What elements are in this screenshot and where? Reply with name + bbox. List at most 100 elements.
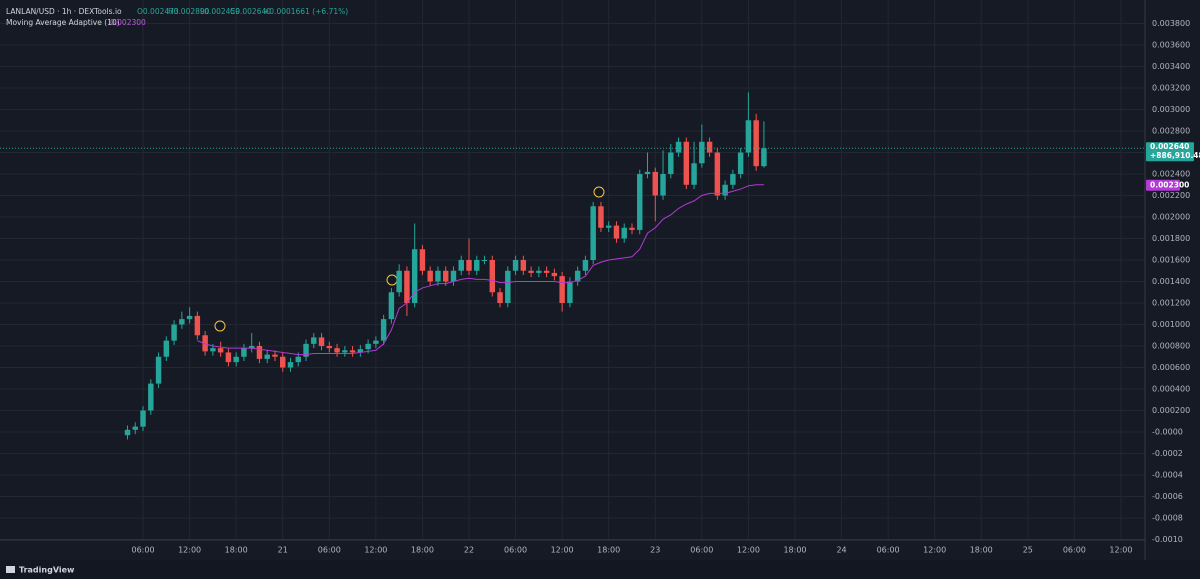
y-tick-label: -0.0010 — [1152, 535, 1183, 544]
candle-body — [660, 174, 666, 196]
candle-body — [567, 281, 573, 303]
x-tick-label: 12:00 — [923, 546, 946, 555]
indicator-value: 0.002300 — [110, 18, 146, 27]
candle-body — [466, 260, 472, 271]
x-tick-label: 06:00 — [132, 546, 155, 555]
candle-body — [280, 356, 286, 368]
candle-body — [722, 184, 728, 196]
x-tick-label: 12:00 — [551, 546, 574, 555]
y-tick-label: 0.002000 — [1152, 213, 1190, 222]
y-tick-label: -0.0000 — [1152, 427, 1183, 436]
x-tick-label: 12:00 — [178, 546, 201, 555]
candle-body — [411, 249, 418, 303]
candle-body — [761, 148, 767, 167]
y-tick-label: 0.000600 — [1152, 363, 1190, 372]
y-tick-label: 0.001400 — [1152, 277, 1190, 286]
candle-body — [605, 225, 612, 228]
candle-body — [691, 163, 697, 185]
x-tick-label: 18:00 — [411, 546, 434, 555]
y-tick-label: 0.000800 — [1152, 341, 1190, 350]
x-tick-label: 06:00 — [1063, 546, 1086, 555]
candle-body — [745, 120, 752, 153]
ma-tag — [1146, 179, 1180, 191]
candle-body — [435, 270, 441, 282]
y-tick-label: 0.003400 — [1152, 62, 1190, 71]
y-tick-label: 0.002400 — [1152, 170, 1190, 179]
candle-body — [613, 225, 620, 239]
candle-body — [621, 227, 627, 239]
candle-body — [155, 356, 162, 384]
candle-body — [225, 352, 232, 363]
candle-body — [194, 315, 201, 336]
candle-body — [637, 174, 643, 230]
candle-body — [668, 152, 674, 175]
candle-body — [349, 350, 356, 353]
candle-body — [652, 171, 658, 196]
candle-body — [551, 272, 558, 277]
candle-body — [528, 270, 534, 273]
candle-body — [574, 270, 581, 282]
x-tick-label: 06:00 — [504, 546, 527, 555]
ohlc-open: O0.002473 — [137, 7, 179, 16]
candle-body — [458, 260, 464, 271]
candle-body — [357, 349, 364, 353]
x-tick-label: 12:00 — [364, 546, 387, 555]
candle-body — [699, 141, 705, 164]
x-tick-label: 18:00 — [970, 546, 993, 555]
candle-body — [443, 270, 449, 282]
candle-body — [124, 429, 131, 436]
price-tag-change: +886,910.48% — [1150, 151, 1200, 160]
candle-body — [179, 319, 185, 325]
event-markers — [214, 186, 605, 332]
candle-body — [714, 152, 721, 196]
candle-body — [536, 270, 542, 273]
x-tick-label: 06:00 — [690, 546, 713, 555]
footer — [0, 560, 1200, 579]
candle-body — [380, 319, 387, 341]
symbol: LANLAN/USD · 1h · DEXTools.io — [6, 7, 122, 16]
y-tick-label: 0.000400 — [1152, 384, 1190, 393]
x-tick-label: 22 — [464, 546, 474, 555]
candle-body — [295, 356, 301, 363]
candle-body — [163, 340, 170, 357]
y-tick-label: -0.0006 — [1152, 492, 1183, 501]
x-tick-label: 18:00 — [783, 546, 806, 555]
event-marker[interactable] — [214, 320, 226, 332]
candle-body — [489, 260, 496, 293]
y-tick-label: 0.003200 — [1152, 84, 1190, 93]
ohlc-change: +0.0001661 (+6.71%) — [263, 7, 348, 16]
candle-body — [520, 260, 527, 271]
candle-body — [140, 410, 146, 427]
brand[interactable]: TradingView — [19, 566, 75, 575]
candle-body — [233, 356, 239, 363]
event-marker[interactable] — [386, 274, 398, 286]
x-tick-label: 06:00 — [877, 546, 900, 555]
candle-body — [210, 348, 216, 352]
candle-body — [582, 260, 589, 271]
candle-body — [318, 337, 325, 346]
candle-body — [505, 270, 511, 303]
candle-body — [334, 348, 340, 353]
candle-body — [388, 292, 395, 320]
candle-body — [311, 337, 317, 344]
candle-body — [450, 270, 457, 282]
candle-body — [148, 383, 154, 411]
event-marker[interactable] — [593, 186, 605, 198]
ma-tag-label: 0.002300 — [1150, 180, 1189, 189]
candle-body — [264, 354, 270, 359]
y-tick-label: 0.001600 — [1152, 256, 1190, 265]
candle-body — [241, 348, 247, 357]
candle-body — [217, 348, 224, 353]
y-tick-label: 0.003800 — [1152, 19, 1190, 28]
candle-body — [132, 426, 138, 430]
price-tag-label: 0.002640 — [1150, 142, 1189, 151]
candle-body — [171, 324, 177, 341]
y-tick-label: -0.0004 — [1152, 470, 1183, 479]
candle-body — [590, 206, 596, 261]
x-tick-label: 12:00 — [1109, 546, 1132, 555]
candle-body — [497, 292, 503, 303]
candle-body — [512, 260, 519, 271]
